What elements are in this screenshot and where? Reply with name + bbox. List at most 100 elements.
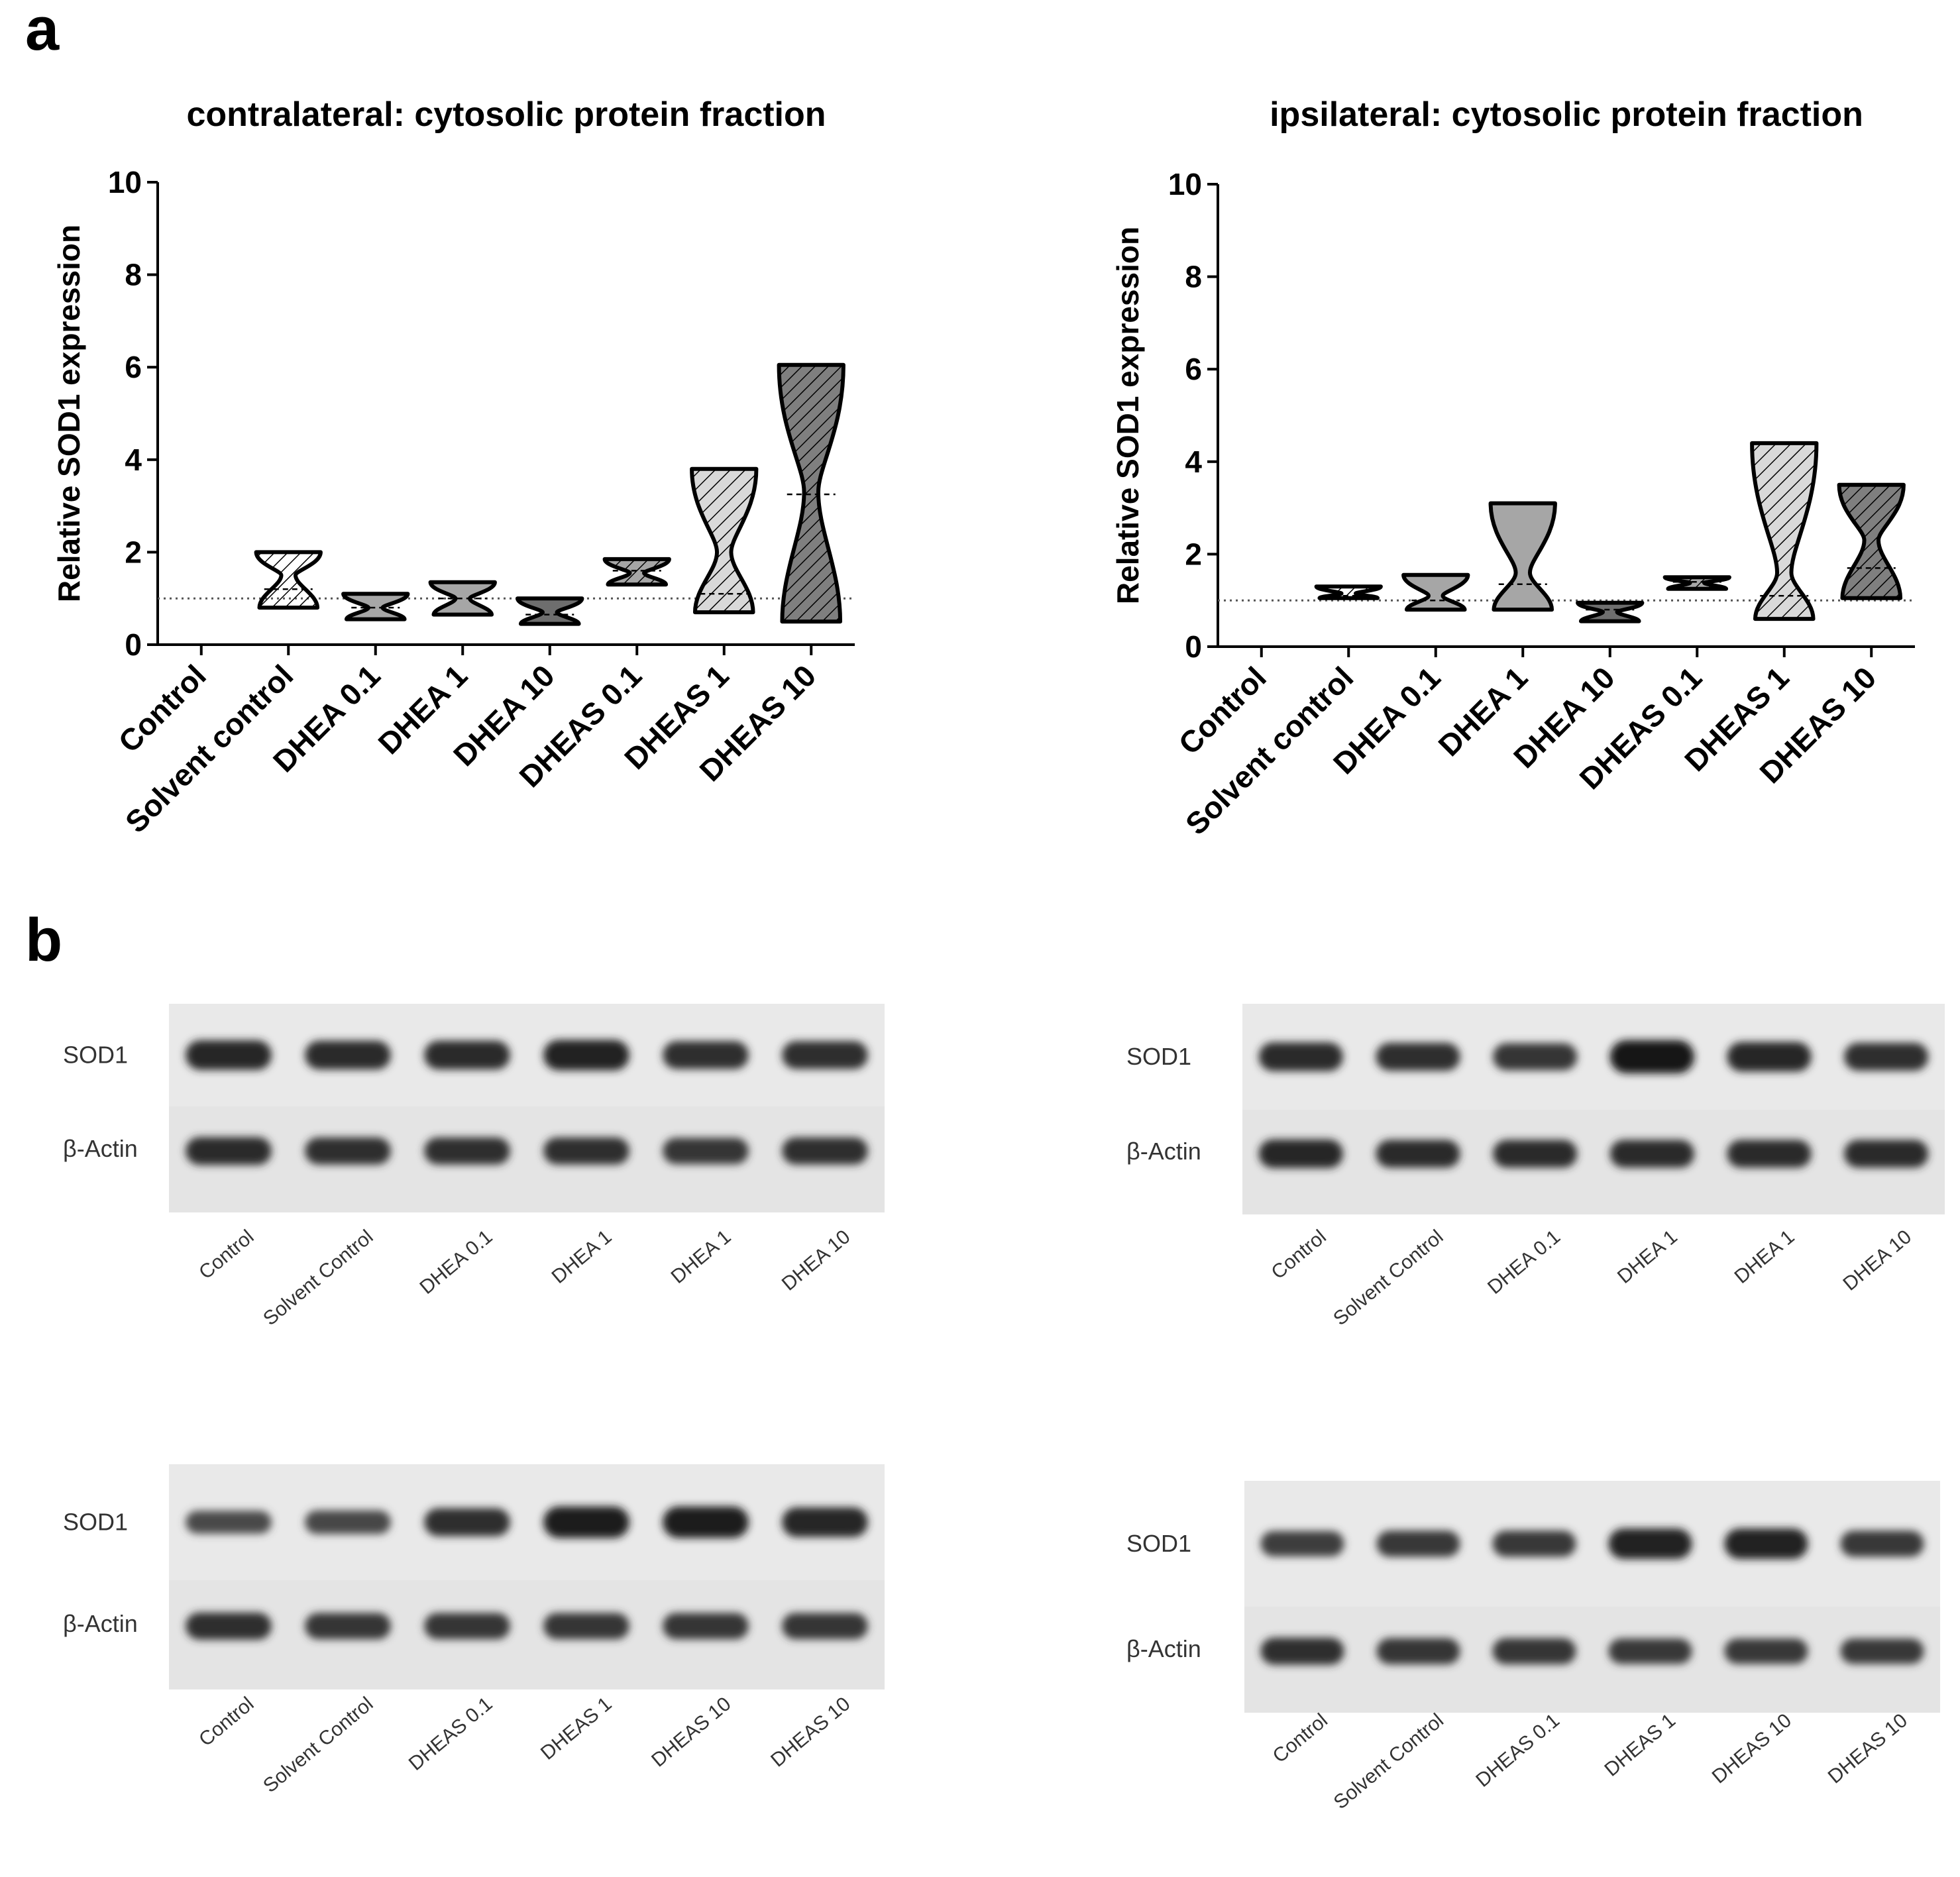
actin-band [1840,1638,1924,1664]
sod1-band [1727,1042,1812,1072]
actin-band [782,1613,868,1640]
blot-lane-label: DHEA 10 [778,1226,855,1295]
sod1-band [663,1506,749,1538]
sod1-band [782,1507,868,1537]
blot-dheas-contralateral: SOD1 β-Actin Control Solvent Control DHEAS 0… [63,1464,885,1797]
blot-lane-label: DHEAS 1 [537,1693,616,1764]
blot-row-label-actin: β-Actin [63,1610,138,1637]
violin-mark [1314,584,1383,600]
y-tick-label: 2 [1185,537,1202,571]
actin-band [1376,1638,1460,1664]
blot-membrane-sod1 [1242,1004,1945,1110]
sod1-band [424,1508,510,1536]
blot-lane-label: Control [195,1693,258,1750]
y-tick-label: 4 [1185,445,1202,479]
sod1-band [1492,1530,1576,1557]
blot-lane-label: Solvent Control [259,1693,377,1797]
y-tick-label: 10 [1168,167,1202,201]
actin-band [424,1137,510,1165]
violin-mark [1837,482,1906,600]
sod1-band [1608,1528,1692,1560]
sod1-band [1840,1530,1924,1557]
blot-lane-label: DHEAS 10 [1824,1709,1912,1788]
actin-band [1493,1140,1578,1168]
blot-lane-label: DHEA 0.1 [1484,1226,1564,1299]
chart-title: contralateral: cytosolic protein fractio… [186,95,826,134]
blot-membrane-sod1 [169,1464,885,1580]
blot-lane-label: DHEA 10 [1839,1226,1916,1295]
blot-lane-label: DHEAS 10 [1708,1709,1796,1788]
chart-title: ipsilateral: cytosolic protein fraction [1270,95,1863,134]
violin-mark [1576,600,1645,623]
sod1-band [1258,1042,1343,1071]
sod1-band [543,1040,629,1071]
blot-row-label-sod1: SOD1 [1126,1043,1191,1070]
actin-band [663,1138,749,1164]
blot-row-label-sod1: SOD1 [63,1042,128,1069]
violin-mark [1401,572,1470,612]
blot-lane-label: Control [195,1226,258,1283]
y-tick-label: 2 [125,535,142,569]
blot-membrane-actin [1244,1607,1940,1713]
actin-band [1609,1140,1694,1168]
actin-band [663,1613,749,1640]
y-tick-label: 8 [125,258,142,292]
chart-contralateral: contralateral: cytosolic protein fractio… [52,95,855,839]
y-axis-label: Relative SOD1 expression [1111,227,1145,604]
actin-band [305,1613,391,1640]
blot-lane-label: DHEA 1 [1613,1226,1682,1288]
blot-row-label-sod1: SOD1 [63,1509,128,1536]
y-tick-label: 10 [108,165,142,199]
blot-dhea-contralateral: SOD1 β-Actin Control Solvent Control DHEA 0.… [63,1004,885,1330]
sod1-band [1844,1042,1929,1071]
blot-lane-label: DHEA 1 [667,1226,735,1288]
sod1-band [1260,1530,1344,1557]
sod1-band [1609,1040,1694,1073]
blot-row-label-actin: β-Actin [63,1135,138,1162]
y-tick-label: 8 [1185,260,1202,294]
blot-lane-label: DHEAS 0.1 [1472,1709,1564,1792]
y-axis-label: Relative SOD1 expression [52,225,86,602]
actin-band [186,1137,272,1165]
sod1-band [186,1511,272,1534]
blot-lane-label: DHEAS 1 [1600,1709,1680,1781]
chart-ipsilateral: ipsilateral: cytosolic protein fraction R… [1111,95,1915,841]
actin-band [782,1137,868,1165]
violin-mark [690,466,759,615]
violin-mark [1488,501,1557,612]
violin-mark [1662,575,1731,591]
y-tick-label: 0 [1185,629,1202,664]
violin-mark [777,362,845,624]
blot-lane-label: DHEA 1 [1731,1226,1799,1288]
blot-lane-label: DHEAS 10 [647,1693,735,1772]
actin-band [1492,1638,1576,1664]
sod1-band [1724,1528,1808,1560]
sod1-band [305,1040,391,1070]
actin-band [424,1613,510,1640]
actin-band [1727,1140,1812,1168]
sod1-band [1376,1530,1460,1557]
panel-letter-b: b [25,906,62,974]
blot-membrane-actin [169,1106,885,1212]
blot-membrane-sod1 [169,1004,885,1106]
panel-letter-a: a [25,0,60,63]
actin-band [543,1613,629,1640]
actin-band [543,1137,629,1165]
blot-membrane-sod1 [1244,1481,1940,1607]
actin-band [1376,1140,1460,1168]
sod1-band [424,1040,510,1070]
blot-lane-label: Solvent Control [259,1226,377,1330]
actin-band [1844,1140,1929,1168]
violin-mark [516,596,584,626]
blot-lane-label: DHEA 1 [548,1226,616,1288]
sod1-band [186,1040,272,1070]
y-tick-label: 4 [125,443,142,477]
violin-mark [602,557,671,587]
violin-mark [1750,441,1819,621]
blot-lane-label: Solvent Control [1330,1709,1448,1813]
actin-band [1260,1637,1344,1665]
actin-band [305,1137,391,1165]
